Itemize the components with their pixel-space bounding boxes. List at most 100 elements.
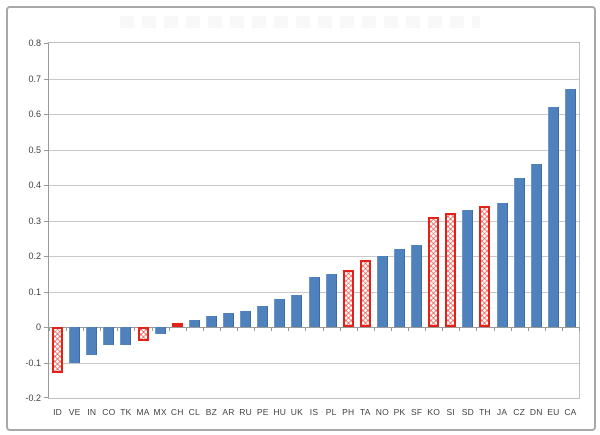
x-tick-label-CA: CA	[564, 407, 577, 417]
x-axis-tick	[373, 327, 375, 331]
bar-PH	[342, 270, 354, 327]
y-axis-tick	[44, 327, 48, 328]
x-tick-label-ID: ID	[53, 407, 62, 417]
bar-JA	[496, 202, 508, 327]
bar-TH	[479, 206, 491, 327]
x-tick-label-IN: IN	[87, 407, 97, 417]
x-axis-tick	[476, 327, 478, 331]
y-axis-tick	[44, 149, 48, 151]
bar-CO	[103, 327, 115, 345]
x-tick-label-RU: RU	[239, 407, 252, 417]
x-axis-tick	[271, 327, 273, 331]
zero-gridline	[49, 327, 579, 328]
x-axis-tick	[561, 327, 563, 331]
faint-illegible-title	[120, 16, 480, 28]
y-axis-tick	[44, 78, 48, 80]
gridline	[49, 256, 579, 257]
y-axis-tick	[44, 362, 48, 364]
bar-IS	[308, 277, 320, 327]
y-tick-label: 0.7	[28, 73, 41, 84]
x-tick-label-MA: MA	[136, 407, 150, 417]
bar-CZ	[513, 177, 525, 327]
x-axis-tick	[254, 327, 256, 331]
y-axis-tick	[44, 43, 48, 44]
x-tick-label-JA: JA	[496, 407, 508, 417]
x-axis-tick	[425, 327, 427, 331]
x-axis-tick	[288, 327, 290, 331]
y-tick-label: 0.3	[28, 215, 41, 226]
y-tick-label: 0.8	[28, 38, 41, 48]
x-tick-label-UK: UK	[290, 407, 303, 417]
y-axis-tick	[44, 397, 48, 398]
bar-VE	[69, 327, 81, 363]
y-axis-tick	[44, 291, 48, 293]
bar-PK	[393, 248, 405, 327]
x-axis-tick	[442, 327, 444, 331]
gridline	[49, 114, 579, 115]
x-tick-label-TH: TH	[479, 407, 491, 417]
x-axis-tick	[459, 327, 461, 331]
gridline	[49, 185, 579, 186]
x-tick-label-DN: DN	[529, 407, 543, 417]
y-tick-label: -0.1	[25, 357, 41, 368]
x-axis-tick	[527, 327, 529, 331]
bar-NO	[376, 256, 388, 327]
bar-SD	[462, 209, 474, 327]
x-tick-label-EU: EU	[547, 407, 560, 417]
x-axis-tick	[202, 327, 204, 331]
x-axis-tick	[390, 327, 392, 331]
y-tick-label: 0	[35, 322, 41, 332]
bar-KO	[428, 216, 440, 327]
x-axis-tick	[408, 327, 410, 331]
x-tick-label-IS: IS	[309, 407, 319, 417]
x-axis-tick	[510, 327, 512, 331]
bar-ID	[52, 327, 64, 374]
y-axis-tick	[44, 220, 48, 222]
y-tick-label: 0.5	[28, 144, 41, 155]
x-tick-label-CO: CO	[102, 407, 116, 417]
x-tick-label-SD: SD	[461, 407, 474, 417]
x-tick-label-VE: VE	[68, 407, 81, 417]
x-tick-label-CH: CH	[170, 407, 184, 417]
bar-TA	[359, 259, 371, 327]
x-axis-tick	[168, 327, 170, 331]
x-axis-tick	[322, 327, 324, 331]
x-axis-tick	[117, 327, 119, 331]
bar-IN	[86, 327, 98, 356]
bar-MA	[137, 327, 149, 342]
x-axis-tick	[305, 327, 307, 331]
bar-UK	[291, 295, 303, 327]
x-tick-label-PL: PL	[325, 407, 337, 417]
x-tick-label-AR: AR	[222, 407, 235, 417]
bar-CA	[564, 89, 576, 327]
gridline	[49, 149, 579, 151]
bar-MX	[154, 327, 166, 335]
y-axis-tick	[44, 256, 48, 257]
x-axis-tick	[49, 327, 50, 331]
bar-RU	[240, 311, 252, 327]
bar-SF	[411, 245, 423, 327]
x-tick-label-SI: SI	[446, 407, 455, 417]
x-tick-label-CZ: CZ	[513, 407, 526, 417]
bar-PL	[325, 273, 337, 327]
x-tick-label-HU: HU	[273, 407, 287, 417]
y-axis-line	[48, 43, 49, 398]
bar-AR	[223, 312, 235, 327]
x-axis-tick	[151, 327, 153, 331]
bar-PE	[257, 305, 269, 327]
bar-HU	[274, 298, 286, 327]
gridline	[49, 362, 579, 364]
x-axis-tick	[219, 327, 221, 331]
gridline	[49, 78, 579, 80]
bar-CH	[171, 323, 183, 328]
x-tick-label-PH: PH	[342, 407, 355, 417]
x-tick-label-BZ: BZ	[205, 407, 218, 417]
x-axis-tick	[100, 327, 102, 331]
x-axis-tick	[544, 327, 546, 331]
y-tick-label: 0.4	[28, 180, 41, 190]
bar-SI	[445, 213, 457, 327]
x-tick-label-SF: SF	[410, 407, 423, 417]
x-tick-label-TK: TK	[120, 407, 132, 417]
x-axis-tick	[237, 327, 239, 331]
